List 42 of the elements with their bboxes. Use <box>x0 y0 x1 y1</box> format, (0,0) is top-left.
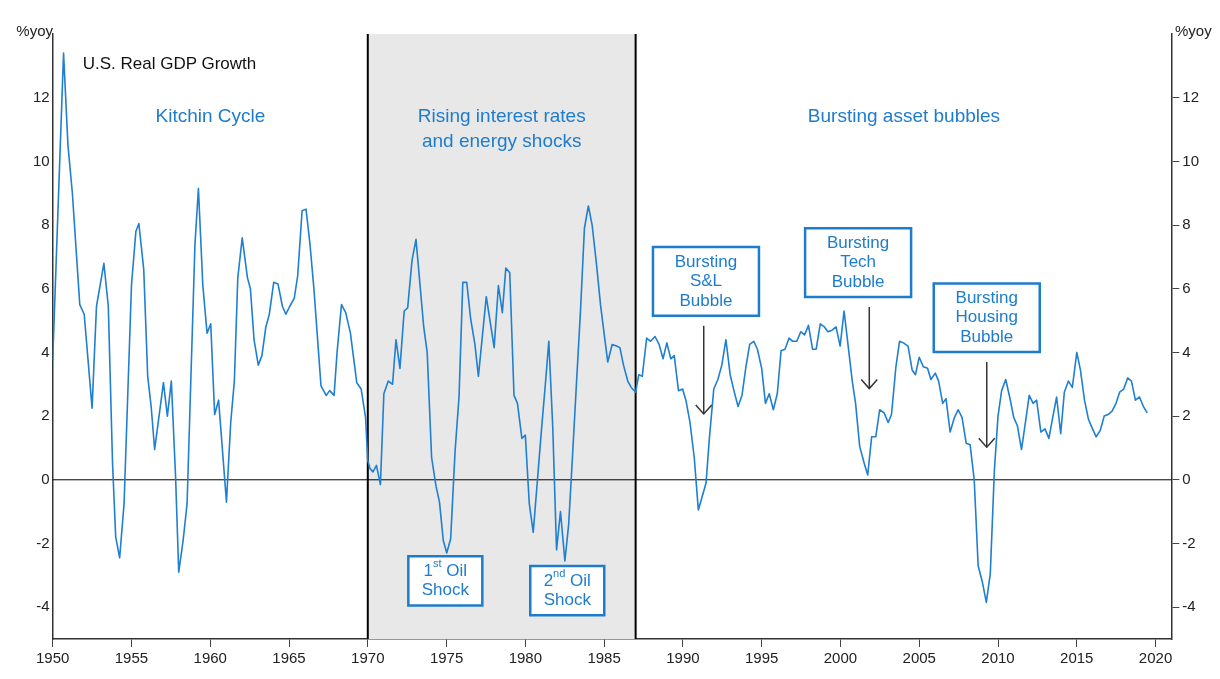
y-tick-label: 12 <box>33 87 50 105</box>
x-tick-label: 2020 <box>1138 649 1173 667</box>
x-tick-label: 1980 <box>508 649 543 667</box>
x-tick-label: 1995 <box>744 649 779 667</box>
y2-axis-title: %yoy <box>1174 22 1213 40</box>
y2-tick-label: -4 <box>1182 597 1196 615</box>
text: U.S. Real GDP Growth <box>82 53 257 73</box>
annotation: Bursting Housing Bubble <box>955 287 1018 346</box>
x-tick-label: 1960 <box>193 649 227 667</box>
y-tick-label: -2 <box>36 533 50 551</box>
x-tick-label: 1965 <box>272 649 306 667</box>
x-tick-label: 2010 <box>981 649 1015 667</box>
y-axis-title: %yoy <box>16 22 54 40</box>
annotation: Bursting Tech Bubble <box>826 232 890 291</box>
y-tick-label: 0 <box>41 469 50 487</box>
y2-tick-label: 10 <box>1182 151 1199 169</box>
band-label: Rising interest rates and energy shocks <box>417 105 586 152</box>
y-tick-label: 8 <box>41 215 50 233</box>
y-tick-label: 4 <box>41 342 50 360</box>
y2-tick-label: 2 <box>1182 406 1191 424</box>
annotation: Bursting asset bubbles <box>807 105 1001 127</box>
annotation: Bursting S&L Bubble <box>674 251 738 310</box>
y-tick-label: -4 <box>36 597 50 615</box>
x-tick-label: 1950 <box>36 649 70 667</box>
y2-tick-label: 0 <box>1182 469 1191 487</box>
y-tick-label: 2 <box>41 406 50 424</box>
x-tick-label: 1970 <box>351 649 385 667</box>
x-tick-label: 2005 <box>902 649 936 667</box>
y2-tick-label: -2 <box>1182 533 1196 551</box>
x-tick-label: 1985 <box>587 649 621 667</box>
y2-tick-label: 4 <box>1182 342 1191 360</box>
y-tick-label: 6 <box>41 278 50 296</box>
y2-tick-label: 12 <box>1182 87 1199 105</box>
x-tick-label: 1955 <box>114 649 149 667</box>
y2-tick-label: 6 <box>1182 278 1191 296</box>
y-tick-label: 10 <box>33 151 50 169</box>
annotation: Kitchin Cycle <box>155 105 266 127</box>
x-tick-label: 2000 <box>823 649 858 667</box>
y2-tick-label: 8 <box>1182 215 1191 233</box>
x-tick-label: 1990 <box>666 649 700 667</box>
x-tick-label: 1975 <box>429 649 464 667</box>
x-tick-label: 2015 <box>1060 649 1094 667</box>
